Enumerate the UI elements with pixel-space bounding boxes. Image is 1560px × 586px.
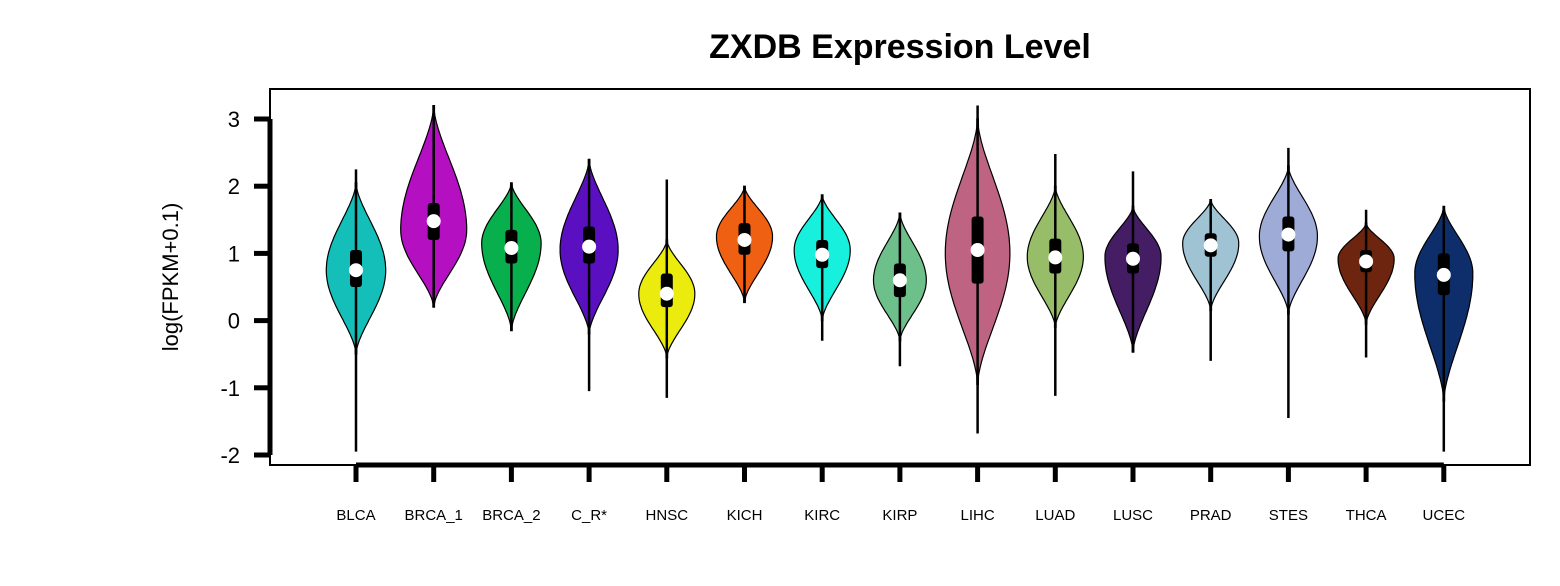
x-tick-label: KICH	[727, 507, 763, 524]
x-tick-label: PRAD	[1190, 507, 1232, 524]
violin-median-dot	[1048, 250, 1063, 265]
violin-hnsc	[638, 179, 696, 398]
y-axis: -2 -1 0 1 2 3	[220, 107, 273, 468]
x-tick-label: BRCA_1	[405, 507, 463, 524]
violin-median-dot	[737, 232, 752, 247]
violin-median-dot	[426, 214, 441, 229]
violin-prad	[1182, 199, 1240, 361]
violin-brca-2	[481, 182, 542, 332]
violin-median-dot	[1436, 267, 1451, 282]
y-tick-label: 3	[228, 107, 240, 132]
violin-median-dot	[1281, 227, 1296, 242]
x-tick-label: KIRC	[804, 507, 840, 524]
violin-blca	[325, 169, 387, 452]
violin-kirp	[872, 212, 927, 367]
chart-title: ZXDB Expression Level	[709, 28, 1091, 66]
y-tick-label: 1	[228, 241, 240, 266]
violin-lusc	[1104, 171, 1162, 353]
violin-median-dot	[504, 241, 519, 256]
x-axis: BLCA BRCA_1 BRCA_2 C_R* HNSC KICH KIRC KIRP LIHC…	[336, 462, 1466, 524]
x-tick-label: LUAD	[1035, 507, 1075, 524]
violin-median-dot	[349, 263, 363, 278]
x-tick-label: BRCA_2	[482, 507, 540, 524]
x-tick-label: BLCA	[336, 507, 375, 524]
violin-c-r-	[559, 158, 619, 392]
violin-median-dot	[970, 243, 985, 258]
y-tick-label: 0	[228, 309, 240, 334]
violin-median-dot	[1359, 254, 1374, 269]
y-axis-label: log(FPKM+0.1)	[158, 203, 183, 352]
violins-group	[325, 105, 1474, 452]
violin-lihc	[944, 105, 1011, 434]
x-tick-label: THCA	[1346, 507, 1387, 524]
x-tick-label: C_R*	[571, 507, 607, 524]
violin-median-dot	[1126, 251, 1140, 266]
x-tick-label: STES	[1269, 507, 1308, 524]
violin-stes	[1258, 147, 1318, 419]
violin-median-dot	[892, 273, 907, 288]
violin-brca-1	[400, 105, 468, 308]
x-tick-label: LIHC	[961, 507, 995, 524]
x-tick-label: HNSC	[646, 507, 689, 524]
violin-median-dot	[659, 286, 674, 301]
x-tick-label: UCEC	[1423, 507, 1466, 524]
violin-ucec	[1414, 205, 1474, 452]
violin-thca	[1337, 209, 1395, 358]
x-tick-label: LUSC	[1113, 507, 1153, 524]
violin-median-dot	[582, 239, 597, 254]
y-tick-label: -1	[220, 376, 240, 401]
y-tick-label: -2	[220, 443, 240, 468]
x-tick-label: KIRP	[882, 507, 917, 524]
violin-kich	[715, 185, 774, 304]
y-tick-label: 2	[228, 174, 240, 199]
violin-median-dot	[1203, 238, 1218, 253]
violin-luad	[1026, 153, 1085, 396]
violin-median-dot	[815, 247, 830, 262]
violin-kirc	[793, 194, 851, 341]
